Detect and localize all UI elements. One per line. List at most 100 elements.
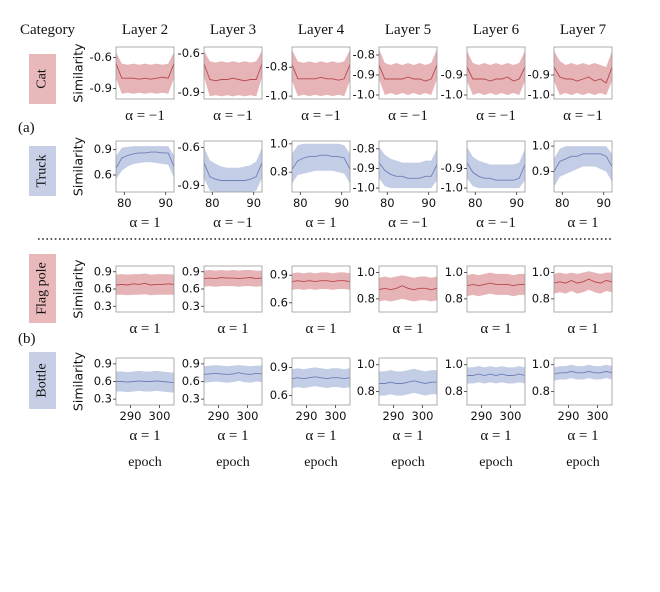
std-band: [467, 366, 525, 384]
y-tick-label: -1.0: [441, 88, 463, 102]
mean-line: [466, 162, 526, 181]
panel-frame: [115, 140, 175, 193]
y-tick-label: -0.9: [353, 161, 375, 175]
mean-line: [203, 162, 263, 181]
y-tick-label: 0.3: [182, 392, 200, 406]
std-band: [116, 273, 174, 296]
y-tick-label: 1.0: [445, 357, 463, 371]
y-tick-label: 0.8: [445, 384, 463, 398]
std-band: [554, 146, 612, 187]
y-tick-label: 0.6: [94, 168, 112, 182]
y-tick-label: 1.0: [270, 136, 288, 150]
panel-layer-7: 1.0 0.8 α = 1: [532, 265, 613, 337]
alpha-label: α = 1: [305, 428, 336, 444]
layer-headers: Layer 2 Layer 3 Layer 4 Layer 5 Layer 6 Layer…: [122, 22, 607, 38]
x-tick-label: 290: [383, 409, 405, 423]
y-axis-title: Similarity: [71, 351, 86, 411]
y-axis-title: Similarity: [71, 136, 86, 196]
alpha-label: α = −1: [125, 108, 165, 124]
panel-frame: [553, 357, 613, 406]
panel-layer-5: 1.0 0.8 290 300 α = 1 epoch: [357, 357, 438, 470]
panel-layer-4: 0.9 0.6 290 300 α = 1 epoch: [270, 357, 351, 470]
y-tick-label: 0.8: [445, 291, 463, 305]
mean-line: [378, 162, 438, 179]
alpha-label: α = 1: [392, 321, 423, 337]
alpha-label: α = 1: [305, 215, 336, 231]
std-band: [292, 143, 350, 184]
y-tick-label: -1.0: [353, 181, 375, 195]
std-band: [467, 51, 525, 95]
row-truck: Truck Similarity 0.9 0.6 80 90 α = 1 -0.6 -0.9 80…: [29, 136, 613, 231]
y-tick-label: 0.6: [182, 282, 200, 296]
alpha-label: α = −1: [213, 215, 253, 231]
y-tick-label: -0.8: [266, 60, 288, 74]
x-tick-label: 90: [158, 196, 173, 210]
alpha-label: α = −1: [476, 215, 516, 231]
y-tick-label: -0.8: [353, 48, 375, 62]
y-tick-label: -0.6: [178, 46, 200, 60]
y-tick-label: 0.9: [94, 142, 112, 156]
panel-frame: [291, 265, 351, 313]
alpha-label: α = 1: [129, 321, 160, 337]
x-tick-label: 300: [500, 409, 522, 423]
y-axis-title: Similarity: [71, 259, 86, 319]
panel-frame: [291, 357, 351, 406]
y-tick-label: -1.0: [353, 88, 375, 102]
mean-line: [115, 63, 175, 80]
y-tick-label: 0.8: [357, 291, 375, 305]
y-tick-label: -1.0: [528, 88, 550, 102]
category-header: Category: [20, 22, 75, 38]
x-tick-label: 290: [558, 409, 580, 423]
panel-layer-5: 1.0 0.8 α = 1: [357, 265, 438, 337]
mean-line: [203, 277, 263, 280]
y-tick-label: 0.9: [532, 164, 550, 178]
panel-layer-3: -0.6 -0.9 α = −1: [178, 46, 263, 124]
mean-line: [115, 282, 175, 286]
row-cat: Cat Similarity -0.6 -0.9 α = −1 -0.6 -0.9 α = −…: [29, 43, 613, 124]
panel-layer-5: -0.8 -0.9 -1.0 80 90 α = −1: [353, 140, 438, 231]
layer-header: Layer 2: [122, 22, 168, 38]
layer-header: Layer 7: [560, 22, 607, 38]
category-label-box: [29, 54, 56, 104]
x-tick-label: 290: [471, 409, 493, 423]
x-axis-title: epoch: [479, 455, 512, 470]
y-tick-label: -0.9: [353, 68, 375, 82]
panel-frame: [553, 140, 613, 193]
x-tick-label: 290: [208, 409, 230, 423]
x-tick-label: 290: [120, 409, 142, 423]
y-tick-label: 0.3: [94, 299, 112, 313]
y-tick-label: -0.8: [353, 141, 375, 155]
y-tick-label: -0.9: [90, 81, 112, 95]
y-tick-label: 1.0: [357, 357, 375, 371]
y-tick-label: 0.9: [270, 360, 288, 374]
mean-line: [553, 370, 613, 375]
panel-layer-4: -0.8 -1.0 α = −1: [266, 46, 351, 124]
x-tick-label: 300: [149, 409, 171, 423]
x-axis-title: epoch: [391, 455, 424, 470]
category-label: Bottle: [35, 363, 50, 397]
alpha-label: α = 1: [129, 428, 160, 444]
y-tick-label: 0.6: [94, 374, 112, 388]
panel-frame: [378, 265, 438, 313]
x-axis-title: epoch: [128, 455, 161, 470]
std-band: [379, 146, 437, 189]
alpha-label: α = −1: [388, 108, 428, 124]
std-band: [554, 51, 612, 95]
panel-layer-4: 0.9 0.6 α = 1: [270, 265, 351, 337]
y-tick-label: -0.9: [178, 85, 200, 99]
x-tick-label: 300: [237, 409, 259, 423]
mean-line: [466, 282, 525, 287]
mean-line: [115, 151, 175, 169]
std-band: [116, 146, 174, 180]
panel-layer-7: 1.0 0.8 290 300 α = 1 epoch: [532, 357, 613, 470]
panel-frame: [466, 357, 526, 406]
x-tick-label: 90: [246, 196, 261, 210]
panel-frame: [378, 357, 438, 406]
alpha-label: α = 1: [129, 215, 160, 231]
layer-header: Layer 3: [210, 22, 256, 38]
chart-rows: Cat Similarity -0.6 -0.9 α = −1 -0.6 -0.9 α = −…: [29, 43, 613, 470]
category-label: Flag pole: [35, 262, 50, 315]
y-tick-label: 1.0: [532, 357, 550, 371]
panel-frame: [466, 265, 526, 313]
